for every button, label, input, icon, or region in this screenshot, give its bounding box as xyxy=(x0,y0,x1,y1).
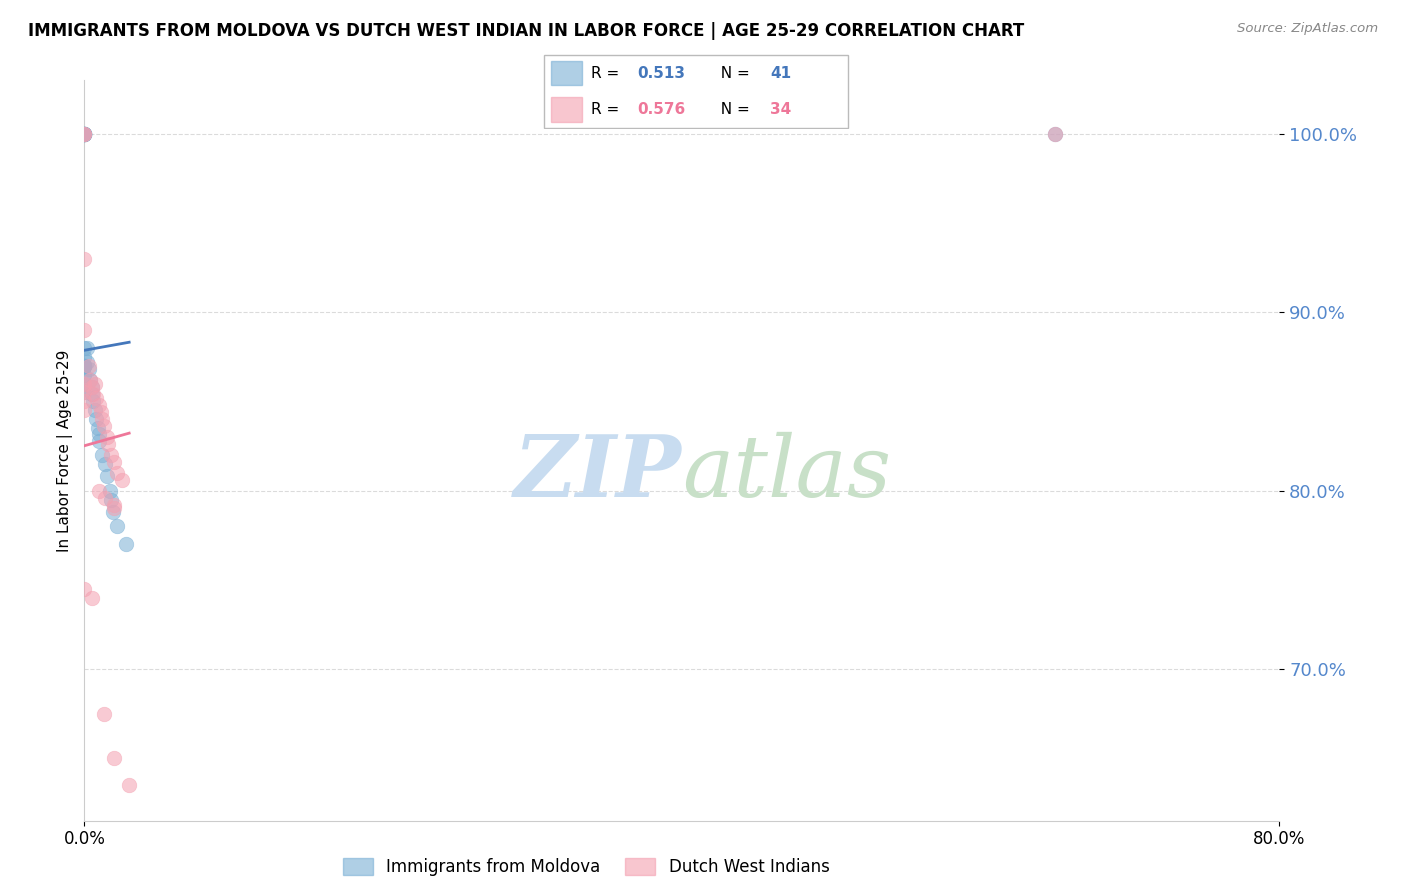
Point xyxy=(73,359,96,373)
Point xyxy=(96,430,118,444)
Text: R =: R = xyxy=(591,102,624,117)
Point xyxy=(80,387,103,401)
Text: atlas: atlas xyxy=(682,432,891,514)
Point xyxy=(73,127,96,141)
Point xyxy=(101,505,124,519)
Text: R =: R = xyxy=(591,66,624,81)
Point xyxy=(73,127,96,141)
Point xyxy=(79,373,101,387)
Point xyxy=(98,483,121,498)
Point xyxy=(89,434,111,448)
Point xyxy=(73,403,96,417)
Text: N =: N = xyxy=(711,102,755,117)
Point xyxy=(90,405,112,419)
Point xyxy=(103,455,125,469)
Point xyxy=(73,127,96,141)
Point xyxy=(105,519,128,533)
Point xyxy=(73,252,96,266)
Point xyxy=(100,492,122,507)
Point xyxy=(73,359,96,373)
Point xyxy=(73,350,96,364)
Point xyxy=(83,376,105,391)
Text: 34: 34 xyxy=(770,102,792,117)
Text: IMMIGRANTS FROM MOLDOVA VS DUTCH WEST INDIAN IN LABOR FORCE | AGE 25-29 CORRELAT: IMMIGRANTS FROM MOLDOVA VS DUTCH WEST IN… xyxy=(28,22,1025,40)
Point xyxy=(73,385,96,400)
Point xyxy=(73,359,96,373)
Point xyxy=(76,355,98,369)
Legend: Immigrants from Moldova, Dutch West Indians: Immigrants from Moldova, Dutch West Indi… xyxy=(336,851,837,883)
Point xyxy=(73,127,96,141)
Point xyxy=(87,421,110,435)
Point xyxy=(103,501,125,516)
Point xyxy=(103,751,125,765)
Text: 0.513: 0.513 xyxy=(637,66,685,81)
Text: Source: ZipAtlas.com: Source: ZipAtlas.com xyxy=(1237,22,1378,36)
Point xyxy=(118,778,141,792)
Point xyxy=(115,537,138,551)
Point xyxy=(73,394,96,409)
Point xyxy=(105,466,128,480)
Point xyxy=(79,373,101,387)
Point xyxy=(73,127,96,141)
Point xyxy=(73,359,96,373)
Point xyxy=(97,437,120,451)
Point xyxy=(73,359,96,373)
Point xyxy=(73,127,96,141)
Point xyxy=(73,127,96,141)
Text: ZIP: ZIP xyxy=(515,431,682,515)
FancyBboxPatch shape xyxy=(551,62,582,86)
Point xyxy=(80,380,103,394)
Point xyxy=(100,448,122,462)
Point xyxy=(103,498,125,512)
Point xyxy=(91,412,114,426)
Text: 0.576: 0.576 xyxy=(637,102,686,117)
Text: N =: N = xyxy=(711,66,755,81)
Point xyxy=(73,127,96,141)
Y-axis label: In Labor Force | Age 25-29: In Labor Force | Age 25-29 xyxy=(58,350,73,551)
Text: 41: 41 xyxy=(770,66,792,81)
Point xyxy=(77,359,100,373)
FancyBboxPatch shape xyxy=(551,97,582,122)
Point xyxy=(93,706,115,721)
Point xyxy=(73,376,96,391)
Point xyxy=(86,412,108,426)
Point xyxy=(73,127,96,141)
Point xyxy=(91,448,114,462)
Point xyxy=(83,403,105,417)
Point xyxy=(94,491,117,505)
Point xyxy=(82,387,104,401)
Point xyxy=(1045,127,1067,141)
Point xyxy=(89,483,111,498)
Point xyxy=(89,426,111,441)
Point xyxy=(73,127,96,141)
Point xyxy=(76,341,98,355)
Point xyxy=(73,582,96,596)
Point xyxy=(80,380,103,394)
Point xyxy=(73,376,96,391)
Point xyxy=(73,368,96,382)
Point xyxy=(1045,127,1067,141)
Point xyxy=(96,469,118,483)
Point xyxy=(93,419,115,434)
FancyBboxPatch shape xyxy=(544,55,848,128)
Point xyxy=(82,394,104,409)
Point xyxy=(80,591,103,605)
Point xyxy=(86,391,108,405)
Point xyxy=(73,323,96,337)
Point xyxy=(89,398,111,412)
Point xyxy=(77,362,100,376)
Point xyxy=(73,341,96,355)
Point xyxy=(94,457,117,471)
Point xyxy=(73,127,96,141)
Point xyxy=(73,359,96,373)
Point xyxy=(73,385,96,400)
Point xyxy=(111,473,134,487)
